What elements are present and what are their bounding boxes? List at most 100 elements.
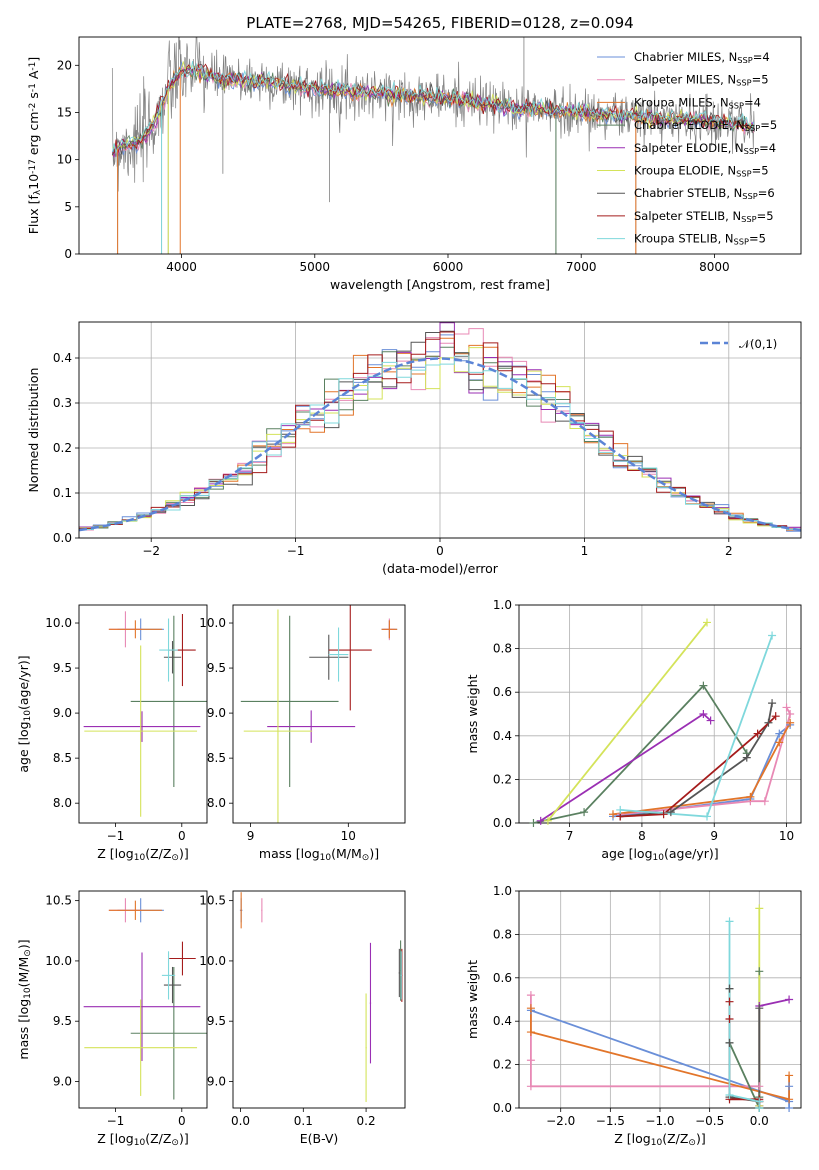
math-script: ⊙ <box>362 853 370 863</box>
figure-title: PLATE=2768, MJD=54265, FIBERID=0128, z=0… <box>246 14 633 32</box>
x-tick-label: 0 <box>178 829 186 843</box>
math-run: (M/M <box>331 846 362 861</box>
weight-point-marker <box>526 1082 535 1091</box>
weight-point-marker <box>616 805 625 814</box>
legend-n: =6 <box>758 186 775 200</box>
math-script: ⊙ <box>688 1138 696 1148</box>
weight-point-marker <box>775 738 784 747</box>
spectrum-model-line <box>111 61 755 154</box>
y-tick-label: 9.0 <box>207 706 226 720</box>
weight-point-marker <box>725 917 734 926</box>
legend-sub: SSP <box>736 77 751 87</box>
x-tick-label: 2 <box>725 544 733 558</box>
weight-point-marker <box>786 718 795 727</box>
axes-frame <box>78 36 802 255</box>
math-run: )] <box>369 846 379 861</box>
x-tick-label: 7 <box>566 829 574 843</box>
y-tick-label: 0.0 <box>493 816 512 830</box>
mass-vs-ebv-axes: 0.0 0.1 0.2 9.0 9.5 10.0 10.5 E(B-V) <box>199 890 406 1146</box>
y-tick-label: 9.0 <box>53 706 72 720</box>
legend-n: =4 <box>759 141 776 155</box>
mass-vs-Z-axes: −1 09.09.510.010.5Z [log10(Z/Z⊙)]mass [lo… <box>16 890 208 1148</box>
weight-point-marker <box>764 718 773 727</box>
x-tick-label: −0.5 <box>695 1114 724 1128</box>
math-run: (Z/Z <box>145 1131 171 1146</box>
y-tick-label: 10.0 <box>45 954 72 968</box>
math-script: ⊙ <box>171 853 179 863</box>
legend-label: Salpeter MILES, NSSP=5 <box>634 73 769 88</box>
residuals-legend: 𝒩(0,1) <box>700 337 777 351</box>
weight-point-marker <box>755 967 764 976</box>
math-run: Z [log <box>97 1131 133 1146</box>
y-axis-label: Flux [fλ10-17 erg cm-2 s-1 A-1] <box>26 57 43 235</box>
x-tick-label: −1 <box>107 1114 125 1128</box>
y-tick-label: 0.8 <box>493 642 512 656</box>
math-script: ⊙ <box>171 1138 179 1148</box>
age-vs-Z-axes: −1 08.08.59.09.510.0Z [log10(Z/Z⊙)]age [l… <box>16 604 208 863</box>
weight-point-marker <box>526 1056 535 1065</box>
y-tick-label: 5 <box>64 200 72 214</box>
math-run: 𝒩(0,1) <box>739 337 777 351</box>
y-tick-label: 20 <box>57 58 72 72</box>
math-run: age [log <box>16 721 31 772</box>
weight-point-marker <box>526 1028 535 1037</box>
residuals-axes: −2 −1 0 1 2 0.0 0.1 0.2 0.3 0.4 (data-model)/error… <box>26 321 802 576</box>
x-tick-label: 1 <box>581 544 589 558</box>
legend-base: Chabrier ELODIE, N <box>634 118 745 132</box>
y-tick-label: 10.0 <box>199 616 226 630</box>
legend-base: Chabrier MILES, N <box>634 50 737 64</box>
x-axis-label: wavelength [Angstrom, rest frame] <box>330 277 550 292</box>
weight-point-marker <box>785 1082 794 1091</box>
weight-point-marker <box>785 1104 794 1112</box>
axes-frame <box>78 604 208 824</box>
x-tick-label: −1.5 <box>596 1114 625 1128</box>
axes-frame <box>518 890 802 1109</box>
weight-point-marker <box>529 819 538 827</box>
y-tick-label: 9.5 <box>53 661 72 675</box>
legend-label: Chabrier ELODIE, NSSP=5 <box>634 118 777 133</box>
x-tick-label: 6000 <box>433 260 464 274</box>
weight-point-marker <box>785 1071 794 1080</box>
weight-series-line <box>758 998 790 1106</box>
weight-point-marker <box>785 1095 794 1104</box>
axes-frame <box>78 321 802 539</box>
y-tick-label: 8.0 <box>207 796 226 810</box>
legend-n: =5 <box>760 118 777 132</box>
y-axis-label: Normed distribution <box>26 368 41 493</box>
weight-point-marker <box>666 808 675 817</box>
x-tick-label: 0.0 <box>231 1114 250 1128</box>
x-tick-label: 0 <box>178 1114 186 1128</box>
x-tick-label: 8000 <box>699 260 730 274</box>
weight-series-line <box>612 722 791 816</box>
y-tick-label: 10.0 <box>199 954 226 968</box>
y-tick-label: 0.2 <box>493 1058 512 1072</box>
math-run: Flux [f <box>26 194 41 234</box>
legend-sub: SSP <box>734 236 749 246</box>
weight-point-marker <box>775 729 784 738</box>
axes-frame <box>232 890 406 1109</box>
weight-series-line <box>620 715 777 818</box>
y-tick-label: 9.5 <box>53 1014 72 1028</box>
y-tick-label: 0.8 <box>493 927 512 941</box>
legend-sub: SSP <box>744 146 759 156</box>
y-tick-label: 0.0 <box>53 531 72 545</box>
weight-point-marker <box>755 1004 764 1013</box>
math-script: -2 <box>28 103 38 112</box>
math-script: -17 <box>28 159 38 174</box>
math-run: ] <box>26 57 41 62</box>
math-run: mass weight <box>465 674 480 753</box>
math-run: mass [log <box>259 846 320 861</box>
y-tick-label: 9.0 <box>53 1074 72 1088</box>
weight-point-marker <box>771 712 780 721</box>
math-run: (age/yr)] <box>16 655 31 710</box>
y-tick-label: 10.0 <box>45 616 72 630</box>
x-tick-label: 0.0 <box>750 1114 769 1128</box>
legend-label: Salpeter ELODIE, NSSP=4 <box>634 141 776 156</box>
weight-point-marker <box>703 812 711 821</box>
x-tick-label: −2.0 <box>546 1114 575 1128</box>
x-tick-label: 10 <box>779 829 794 843</box>
plot-area <box>533 621 792 823</box>
